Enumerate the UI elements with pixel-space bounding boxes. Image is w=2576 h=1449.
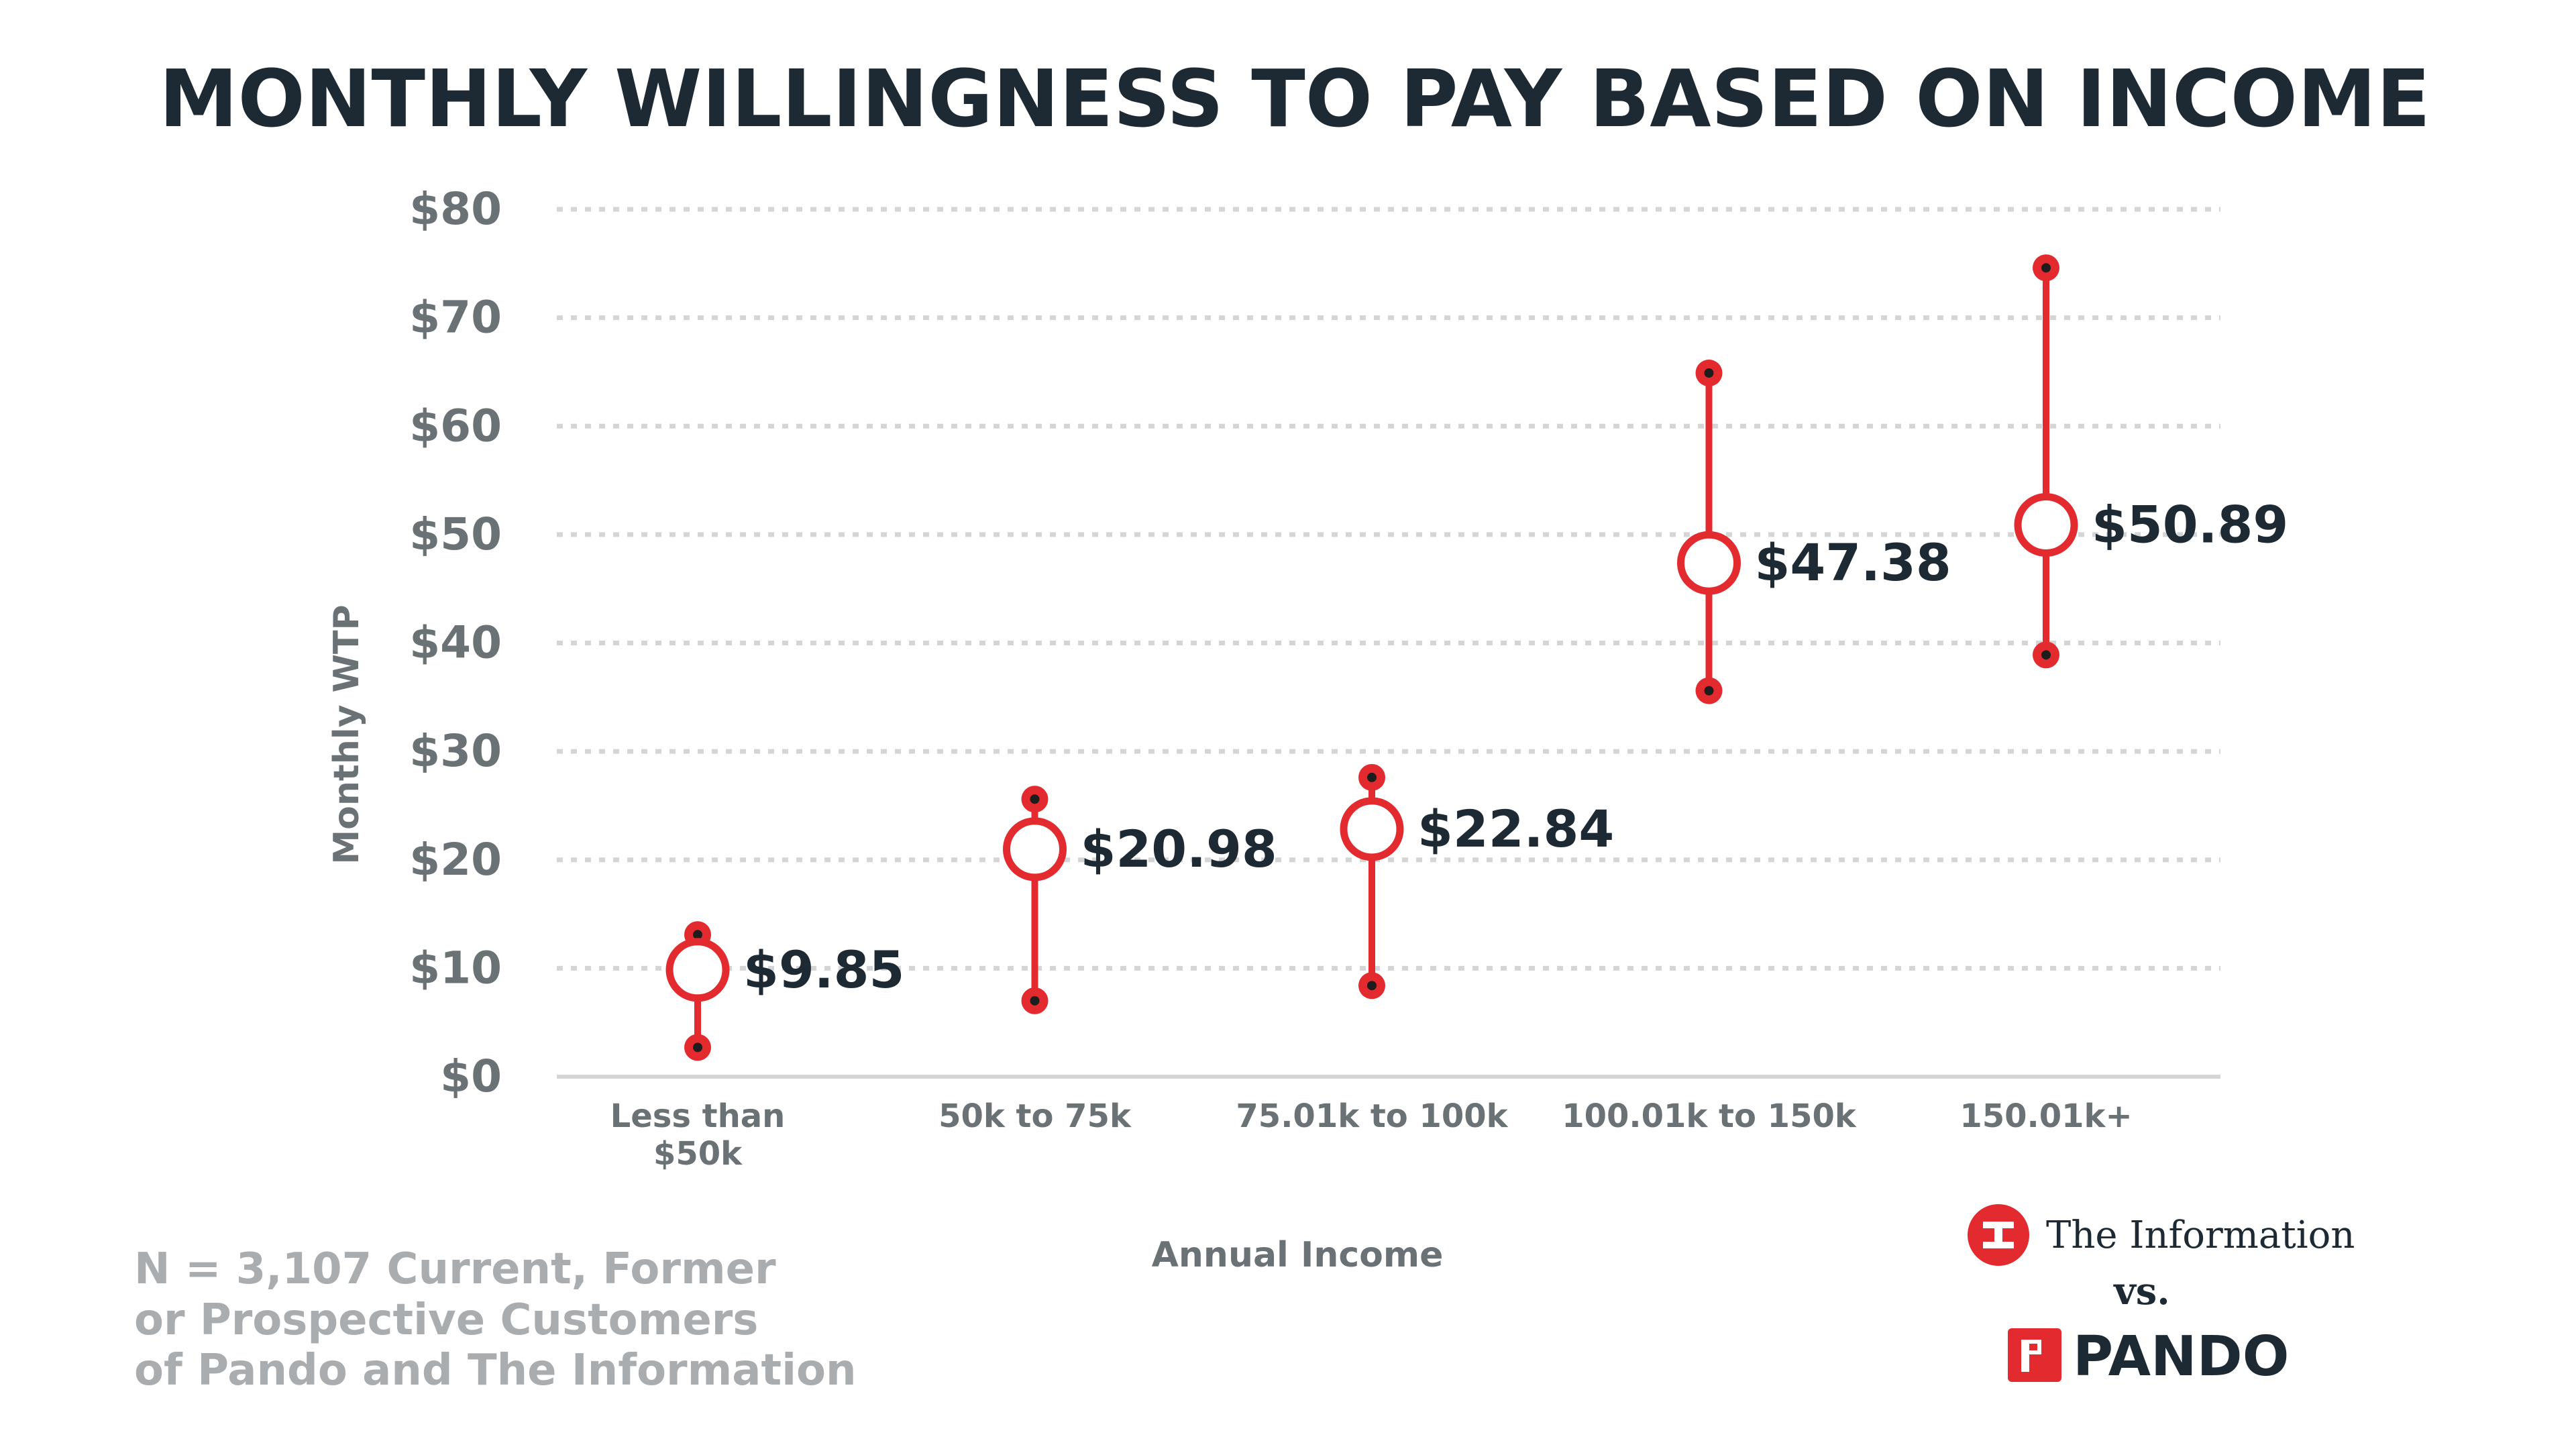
data-label: $50.89 [2092, 494, 2288, 554]
data-label: $22.84 [1417, 799, 1614, 859]
y-tick-label: $60 [409, 400, 502, 451]
x-axis-label: Annual Income [1152, 1235, 1444, 1275]
vs-label: vs. [2112, 1269, 2170, 1313]
y-tick-label: $70 [409, 292, 502, 343]
mean-marker [1003, 817, 1067, 881]
range-cap-dot [1367, 981, 1377, 991]
range-cap-dot [2041, 650, 2051, 660]
branding: The Information vs. PANDO [1968, 1204, 2355, 1389]
y-tick-label: $0 [440, 1051, 502, 1102]
range-cap-dot [1030, 794, 1040, 804]
y-tick-label: $50 [409, 508, 502, 560]
y-tick-label: $80 [409, 183, 502, 235]
data-marks: $9.85 $20.98 $22.84 $47.38 $50.89 [665, 254, 2288, 1061]
footnote-line-2: or Prospective Customers [134, 1295, 758, 1345]
mean-marker [1677, 531, 1741, 595]
footnote-line-1: N = 3,107 Current, Former [134, 1244, 776, 1294]
footnote: N = 3,107 Current, Former or Prospective… [134, 1244, 857, 1395]
mean-marker [2014, 492, 2078, 557]
range-cap-dot [693, 1042, 702, 1053]
x-tick-label: 75.01k to 100k [1236, 1097, 1508, 1135]
range-cap-dot [1030, 996, 1040, 1006]
range-cap-dot [2041, 263, 2051, 273]
mean-marker [665, 938, 730, 1002]
range-cap-dot [693, 930, 702, 940]
mean-marker [1340, 797, 1404, 861]
x-tick-labels: Less than$50k 50k to 75k 75.01k to 100k 100… [610, 1097, 2133, 1173]
x-tick-label: 150.01k+ [1960, 1097, 2132, 1135]
chart-title: MONTHLY WILLINGNESS TO PAY BASED ON INCO… [159, 52, 2430, 145]
y-tick-labels: $0 $10 $20 $30 $40 $50 $60 $70 $80 [409, 183, 502, 1102]
range-cap-dot [1704, 686, 1714, 696]
data-label: $47.38 [1755, 533, 1951, 592]
data-label: $20.98 [1081, 819, 1277, 879]
range-cap-dot [1704, 368, 1714, 378]
x-tick-label: Less than [610, 1097, 786, 1135]
y-tick-label: $10 [409, 942, 502, 994]
y-axis-label: Monthly WTP [327, 604, 367, 864]
x-tick-label: 50k to 75k [938, 1097, 1132, 1135]
data-label: $9.85 [743, 940, 904, 1000]
information-logo-icon [1968, 1204, 2029, 1266]
x-tick-label: 100.01k to 150k [1562, 1097, 1857, 1135]
pando-logo-icon [2008, 1328, 2061, 1382]
footnote-line-3: of Pando and The Information [134, 1346, 857, 1395]
y-tick-label: $40 [409, 617, 502, 669]
y-tick-label: $20 [409, 834, 502, 885]
x-tick-label: $50k [653, 1135, 743, 1173]
grid-lines [557, 207, 2220, 1079]
pando-wordmark: PANDO [2073, 1325, 2289, 1389]
the-information-wordmark: The Information [2046, 1214, 2355, 1257]
y-tick-label: $30 [409, 725, 502, 777]
range-cap-dot [1367, 772, 1377, 782]
